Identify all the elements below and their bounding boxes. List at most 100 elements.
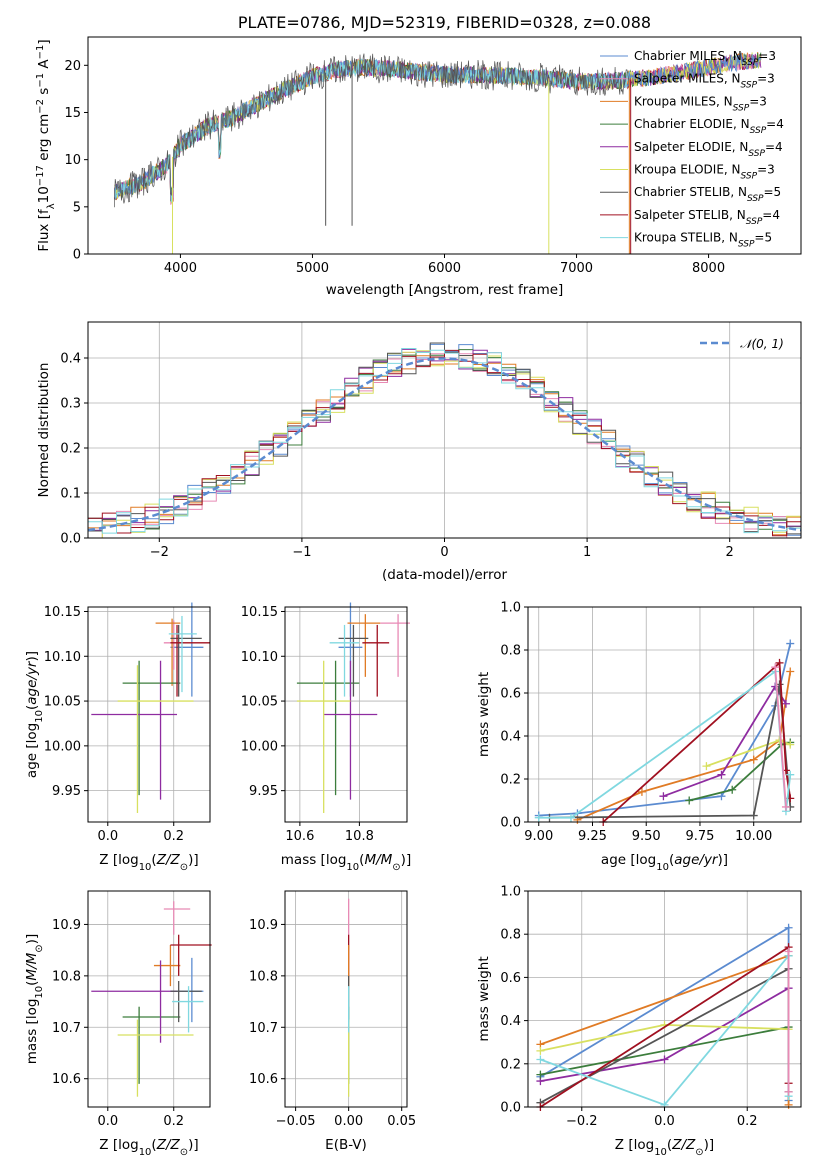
- y-tick-label: 10.10: [44, 650, 81, 665]
- series-marker: [749, 811, 758, 820]
- y-tick-label: 0.0: [60, 532, 81, 547]
- data-point: [155, 618, 181, 686]
- series-marker: [566, 813, 575, 822]
- spectrum-line: [114, 53, 630, 208]
- series-marker: [717, 792, 726, 801]
- legend-entry: Salpeter MILES, NSSP=3: [634, 72, 775, 91]
- x-tick-label: −0.05: [276, 1114, 316, 1129]
- series-path: [540, 1026, 789, 1076]
- grid: [285, 891, 407, 1107]
- series-path: [774, 667, 787, 808]
- y-tick-label: 0.1: [60, 487, 81, 502]
- grid: [528, 606, 801, 823]
- data-point: [170, 934, 212, 976]
- series-line: [534, 639, 795, 820]
- x-tick-label: 1: [583, 545, 591, 560]
- panel-7: −0.2 0.0 0.2 0.0 0.2 0.4 0.6 0.8 1.0 Z [log10(Z/Z…: [476, 885, 802, 1158]
- x-axis-label: Z [log10(Z/Z⊙)]: [99, 1137, 198, 1158]
- y-tick-label: 0.4: [60, 352, 81, 367]
- x-axis-label: Z [log10(Z/Z⊙)]: [615, 1137, 714, 1158]
- data-point: [117, 1019, 194, 1097]
- x-tick-label: −1: [292, 545, 311, 560]
- panel-6: −0.05 0.00 0.05 10.6 10.7 10.8 10.9 E(B-V): [249, 890, 416, 1153]
- x-tick-label: 10.6: [285, 829, 314, 844]
- x-tick-label: 0.0: [97, 1114, 118, 1129]
- x-axis-label: Z [log10(Z/Z⊙)]: [99, 852, 198, 873]
- y-tick-label: 10.05: [44, 695, 81, 710]
- series-marker: [660, 1055, 669, 1064]
- grid: [528, 890, 801, 1108]
- series-marker: [786, 667, 795, 676]
- x-tick-label: −2: [150, 545, 169, 560]
- plot-content: [87, 342, 802, 539]
- series-line: [784, 947, 793, 1096]
- y-tick-label: 10.15: [44, 605, 81, 620]
- axes-frame: [284, 606, 408, 823]
- histogram-step: [88, 348, 801, 534]
- series-path: [577, 671, 792, 821]
- x-tick-label: 9.25: [578, 829, 607, 844]
- panel-5: 0.0 0.2 10.6 10.7 10.8 10.9 Z [log10(Z/Z⊙)] mas…: [24, 890, 212, 1158]
- data-point: [163, 901, 191, 935]
- legend-entry: 𝒩(0, 1): [740, 337, 784, 351]
- plot-content: [534, 639, 795, 826]
- series-marker: [781, 802, 790, 811]
- series-marker: [717, 770, 726, 779]
- x-tick-label: 6000: [428, 261, 461, 276]
- x-axis-label: wavelength [Angstrom, rest frame]: [326, 282, 564, 298]
- y-tick-label: 10.10: [241, 650, 278, 665]
- x-tick-label: 0.0: [654, 1114, 675, 1129]
- x-tick-label: 9.75: [685, 829, 714, 844]
- panel-3: 10.6 10.8 9.95 10.00 10.05 10.10 10.15 mass [lo…: [241, 602, 411, 873]
- data-point: [380, 614, 410, 677]
- axes-frame: [87, 606, 211, 823]
- histogram-step: [88, 349, 801, 537]
- y-tick-label: 10: [64, 153, 81, 168]
- axes-frame: [527, 606, 802, 823]
- y-tick-label: 0.8: [500, 928, 521, 943]
- x-tick-label: 10.00: [735, 829, 772, 844]
- y-tick-label: 9.95: [52, 784, 81, 799]
- y-axis-label: age [log10(age/yr)]: [24, 651, 45, 778]
- figure-title: PLATE=0786, MJD=52319, FIBERID=0328, z=0…: [238, 13, 651, 32]
- legend-entry: Kroupa STELIB, NSSP=5: [634, 231, 772, 250]
- x-tick-label: 0.2: [737, 1114, 758, 1129]
- x-tick-label: 0.05: [387, 1114, 416, 1129]
- legend-entry: Chabrier MILES, NSSP=3: [634, 49, 776, 68]
- legend: Chabrier MILES, NSSP=3 Salpeter MILES, NS…: [600, 49, 784, 250]
- series-marker: [786, 770, 795, 779]
- series-marker: [786, 639, 795, 648]
- y-tick-label: 0.2: [500, 1057, 521, 1072]
- series-marker: [534, 813, 543, 822]
- series-marker: [702, 762, 711, 771]
- y-tick-label: 10.05: [241, 695, 278, 710]
- series-path: [549, 684, 792, 819]
- series-marker: [728, 785, 737, 794]
- y-tick-label: 15: [64, 106, 81, 121]
- y-tick-label: 10.9: [249, 918, 278, 933]
- data-point: [170, 624, 210, 697]
- x-tick-label: 2: [726, 545, 734, 560]
- y-tick-label: 20: [64, 59, 81, 74]
- legend-entry: Chabrier ELODIE, NSSP=4: [634, 117, 784, 136]
- series-marker: [659, 792, 668, 801]
- y-tick-label: 0.6: [500, 971, 521, 986]
- data-point: [170, 624, 202, 697]
- series-marker: [637, 787, 646, 796]
- series-marker: [536, 1070, 545, 1079]
- data-point: [170, 602, 204, 697]
- y-tick-label: 0.2: [500, 773, 521, 788]
- series-marker: [775, 658, 784, 667]
- series-marker: [536, 1055, 545, 1064]
- series-marker: [784, 947, 793, 956]
- data-point: [338, 624, 369, 697]
- x-tick-label: 8000: [692, 261, 725, 276]
- x-tick-label: 0.0: [97, 829, 118, 844]
- y-tick-label: 10.8: [52, 969, 81, 984]
- legend-entry: Kroupa MILES, NSSP=3: [634, 94, 767, 113]
- legend-entry: Salpeter STELIB, NSSP=4: [634, 208, 780, 227]
- x-tick-label: 0.2: [163, 1114, 184, 1129]
- plot-content: [536, 923, 793, 1111]
- series-path: [688, 741, 791, 802]
